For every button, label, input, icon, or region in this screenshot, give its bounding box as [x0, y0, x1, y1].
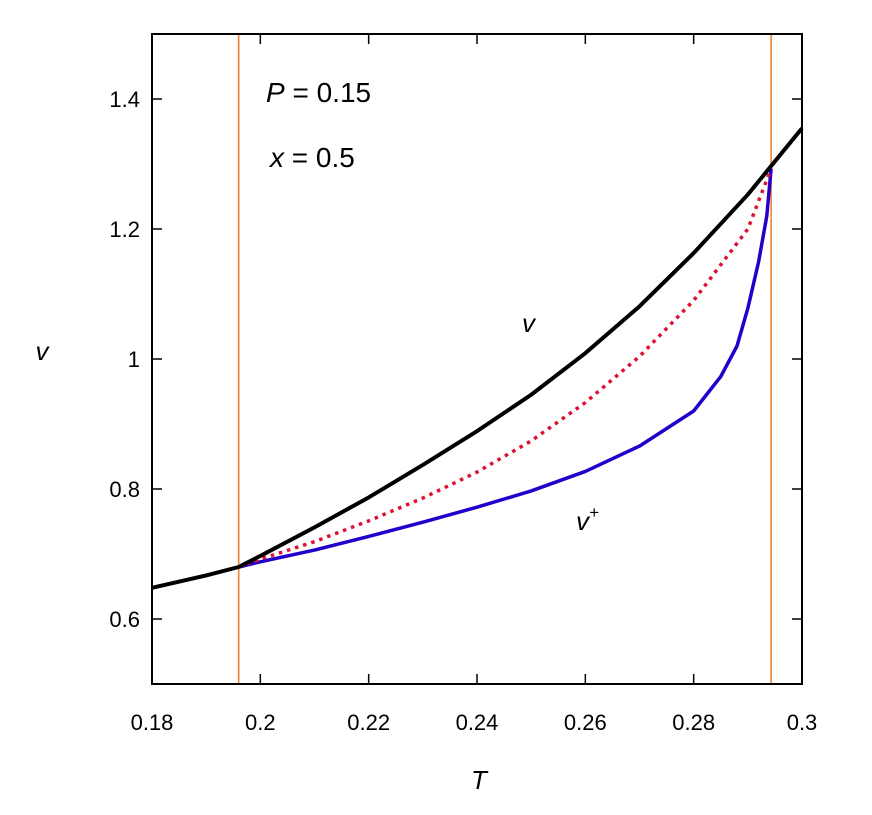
vplus-curve-label: v+	[576, 503, 599, 536]
data-layer	[151, 34, 804, 684]
fraction-value: = 0.5	[284, 142, 355, 173]
plot-frame	[151, 33, 803, 685]
x-tick-label: 0.28	[672, 710, 715, 735]
x-tick-label: 0.18	[131, 710, 174, 735]
x-tick-label: 0.3	[787, 710, 818, 735]
y-tick-label: 0.6	[109, 607, 140, 632]
pressure-annotation: P = 0.15	[266, 77, 371, 108]
series-v-dotted	[238, 167, 773, 569]
y-tick-label: 1	[128, 347, 140, 372]
y-axis-label: v	[36, 336, 51, 366]
series-v	[151, 126, 804, 590]
x-tick-label: 0.24	[456, 710, 499, 735]
v-curve-label: v	[522, 308, 537, 338]
y-tick-label: 0.8	[109, 477, 140, 502]
pressure-value: = 0.15	[285, 77, 371, 108]
pressure-symbol: P	[266, 77, 285, 108]
y-tick-label: 1.2	[109, 217, 140, 242]
vplus-base: v	[576, 506, 591, 536]
x-tick-label: 0.22	[347, 710, 390, 735]
x-axis-label: T	[471, 765, 489, 795]
vplus-superscript: +	[589, 503, 599, 522]
fraction-symbol: x	[268, 142, 285, 173]
x-tick-label: 0.2	[245, 710, 276, 735]
y-tick-label: 1.4	[109, 87, 140, 112]
tick-layer: 0.18 0.2 0.22 0.24 0.26 0.28 0.3 0.6 0.8 1 1.2 1.4	[109, 34, 817, 735]
series-v-plus	[238, 168, 773, 569]
x-tick-label: 0.26	[564, 710, 607, 735]
fraction-annotation: x = 0.5	[268, 142, 355, 173]
